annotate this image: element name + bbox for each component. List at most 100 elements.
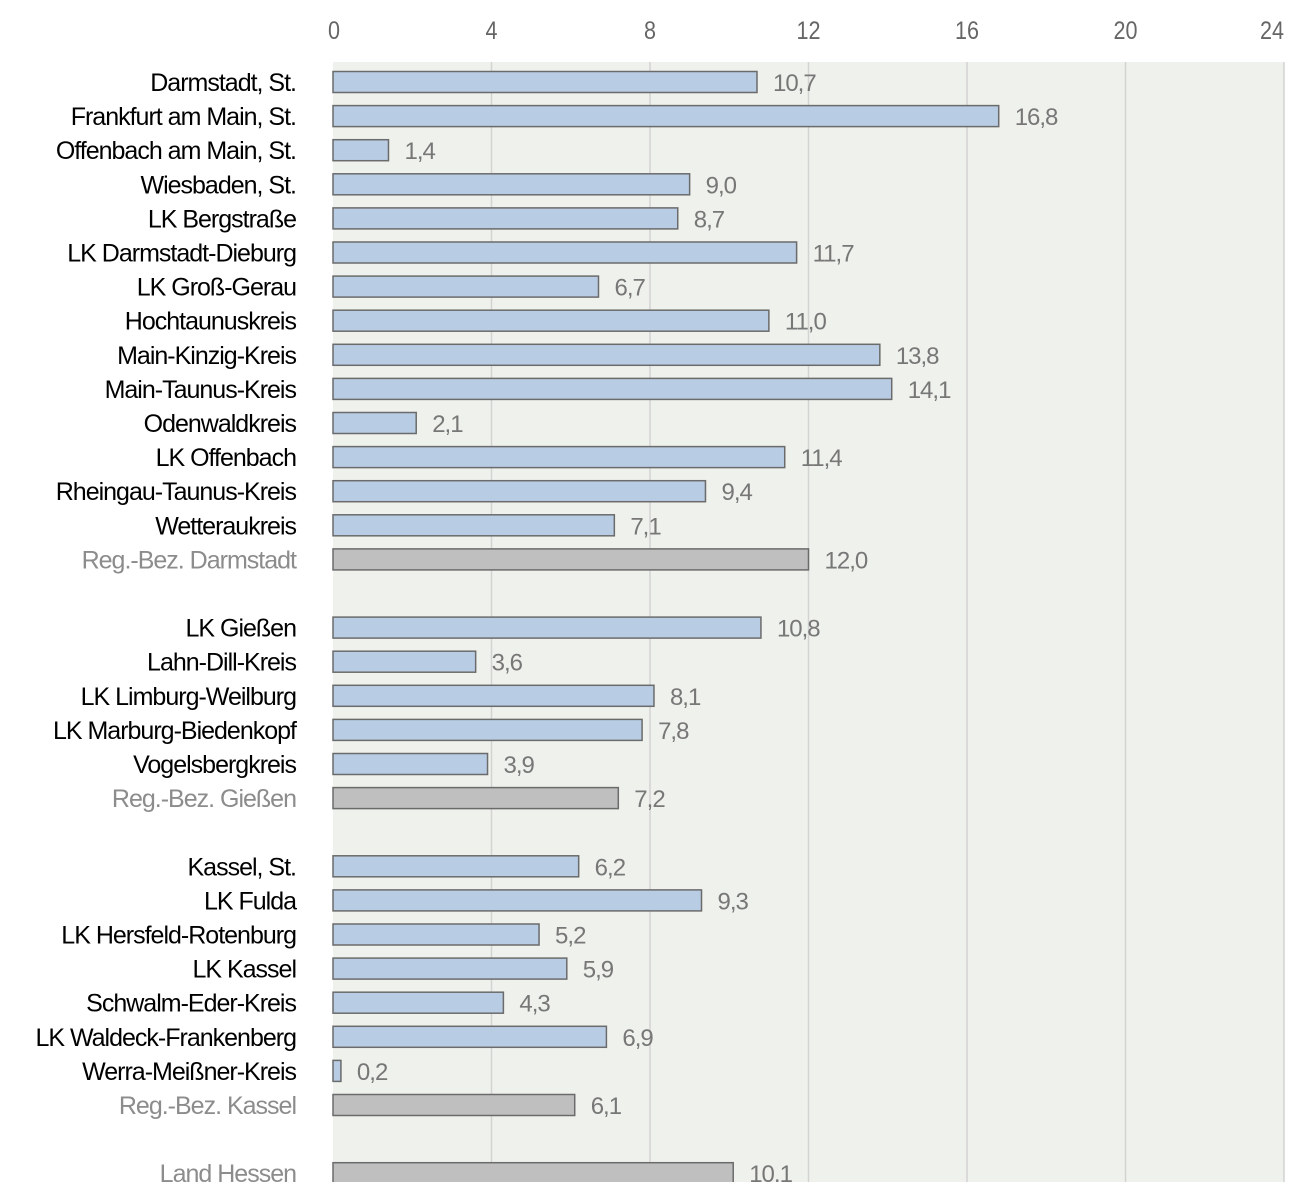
district-bar <box>332 855 580 878</box>
category-label: Hochtaunuskreis <box>125 308 297 336</box>
value-label: 9,0 <box>706 172 737 199</box>
value-label: 6,2 <box>595 854 626 881</box>
category-label: Reg.-Bez. Kassel <box>119 1092 296 1120</box>
district-bar <box>332 752 489 776</box>
district-bar <box>332 70 758 94</box>
category-label: Main-Kinzig-Kreis <box>117 342 296 370</box>
value-label: 1,4 <box>404 138 435 165</box>
district-bar <box>332 309 770 332</box>
category-label: Schwalm-Eder-Kreis <box>86 990 296 1018</box>
bars <box>332 70 1000 1182</box>
x-tick-label: 12 <box>797 17 821 45</box>
value-label: 4,3 <box>519 991 550 1018</box>
value-label: 0,2 <box>357 1059 388 1086</box>
district-bar <box>332 479 707 503</box>
category-label: Darmstadt, St. <box>150 69 296 97</box>
category-label: Vogelsbergkreis <box>133 751 296 779</box>
value-label: 9,3 <box>718 888 749 915</box>
value-label: 8,1 <box>670 684 701 711</box>
value-label: 3,6 <box>492 650 523 677</box>
district-bar <box>332 1025 608 1049</box>
district-bar <box>332 411 417 435</box>
category-label: LK Bergstraße <box>148 205 296 233</box>
value-label: 3,9 <box>504 752 535 779</box>
district-bar <box>332 275 600 298</box>
aggregate-bar <box>332 1093 576 1117</box>
category-label: LK Fulda <box>204 887 297 915</box>
value-label: 10,7 <box>773 70 816 97</box>
district-bar <box>332 889 703 912</box>
x-tick-label: 0 <box>328 17 340 45</box>
district-bar <box>332 173 691 196</box>
category-label: Reg.-Bez. Darmstadt <box>82 546 297 574</box>
value-label: 11,4 <box>801 445 843 472</box>
district-bar <box>332 923 540 946</box>
aggregate-bar <box>332 548 810 571</box>
category-label: LK Groß-Gerau <box>137 274 296 302</box>
category-label: Werra-Meißner-Kreis <box>82 1058 296 1086</box>
district-bar <box>332 445 786 469</box>
value-label: 7,2 <box>634 786 665 813</box>
district-bar <box>332 616 762 639</box>
district-bar <box>332 207 679 230</box>
value-label: 7,1 <box>630 513 661 540</box>
category-labels: Darmstadt, St. Frankfurt am Main, St. Offe… <box>35 69 298 1182</box>
value-label: 7,8 <box>658 718 689 745</box>
value-label: 9,4 <box>721 479 752 506</box>
category-label: LK Marburg-Biedenkopf <box>53 717 297 745</box>
value-label: 12,0 <box>825 547 868 574</box>
x-tick-label: 4 <box>486 17 498 45</box>
value-label: 6,7 <box>614 275 645 302</box>
district-bar <box>332 104 1000 128</box>
value-label: 13,8 <box>896 343 939 370</box>
category-label: LK Darmstadt-Dieburg <box>67 240 296 268</box>
category-label: Kassel, St. <box>188 853 297 881</box>
category-label: Offenbach am Main, St. <box>56 137 296 165</box>
district-bar <box>332 684 655 708</box>
category-label: LK Offenbach <box>156 444 297 472</box>
district-bar <box>332 343 881 367</box>
category-label: Odenwaldkreis <box>144 410 297 438</box>
category-label: Reg.-Bez. Gießen <box>112 785 296 813</box>
aggregate-bar <box>332 1161 734 1182</box>
value-label: 11,7 <box>813 241 855 268</box>
district-bar <box>332 514 616 537</box>
district-bar <box>332 138 390 162</box>
value-label: 2,1 <box>432 411 463 438</box>
category-label: Main-Taunus-Kreis <box>105 376 297 404</box>
value-labels: 10,7 16,8 1,4 9,0 8,7 11,7 6,7 11,0 13,8 14,1 2,1 1… <box>357 70 1059 1182</box>
district-bar <box>332 718 643 742</box>
value-label: 6,9 <box>622 1025 653 1052</box>
district-bar <box>332 957 568 980</box>
district-bar <box>332 241 798 264</box>
category-label: Wetteraukreis <box>155 512 296 540</box>
district-bar <box>332 1059 342 1083</box>
category-label: Wiesbaden, St. <box>140 171 296 199</box>
x-tick-label: 8 <box>644 17 656 45</box>
category-label: Lahn-Dill-Kreis <box>147 649 296 677</box>
category-label: Rheingau-Taunus-Kreis <box>56 478 297 506</box>
value-label: 10,1 <box>749 1161 792 1182</box>
district-bar <box>332 991 505 1014</box>
x-tick-label: 20 <box>1114 17 1138 45</box>
value-label: 10,8 <box>777 616 820 643</box>
x-axis-ticks: 0 4 8 12 16 20 24 <box>328 17 1284 45</box>
value-label: 6,1 <box>591 1093 622 1120</box>
district-bar <box>332 650 477 673</box>
category-label: LK Limburg-Weilburg <box>81 683 296 711</box>
category-label: LK Hersfeld-Rotenburg <box>61 922 296 950</box>
value-label: 5,2 <box>555 923 586 950</box>
category-label: LK Gießen <box>185 615 296 643</box>
aggregate-bar <box>332 786 620 810</box>
category-label: LK Kassel <box>192 956 296 984</box>
category-label: Land Hessen <box>160 1160 296 1182</box>
x-tick-label: 24 <box>1260 17 1284 45</box>
category-label: LK Waldeck-Frankenberg <box>35 1024 296 1052</box>
value-label: 5,9 <box>583 957 614 984</box>
value-label: 16,8 <box>1015 104 1058 131</box>
value-label: 8,7 <box>694 206 725 233</box>
x-tick-label: 16 <box>955 17 979 45</box>
value-label: 14,1 <box>908 377 951 404</box>
